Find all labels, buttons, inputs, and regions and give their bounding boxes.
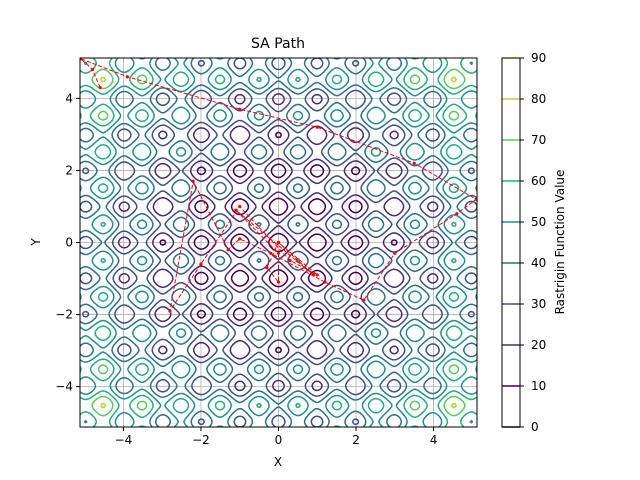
sa-path-point (238, 107, 242, 111)
sa-path-line (80, 58, 477, 312)
y-tick-label: 2 (65, 163, 73, 177)
sa-path (80, 58, 477, 313)
x-tick-label: 2 (352, 433, 360, 447)
contour-level-20 (117, 93, 440, 392)
colorbar-fill (502, 58, 520, 427)
sa-path-point (362, 298, 366, 302)
sa-path-point (238, 237, 242, 241)
colorbar-tick-label: 10 (531, 379, 546, 393)
sa-path-point (226, 248, 230, 252)
colorbar-ticks: 0 10 20 30 40 50 60 70 80 90 (520, 51, 546, 434)
colorbar: 0 10 20 30 40 50 60 70 80 90 Rastrigin Function V… (501, 51, 567, 434)
colorbar-label: Rastrigin Function Value (553, 170, 567, 315)
contour-lines (80, 58, 477, 427)
contour-level-60 (80, 58, 477, 427)
y-tick-label: 0 (65, 236, 73, 250)
sa-path-point (412, 161, 416, 165)
sa-path-point (265, 266, 269, 270)
colorbar-frame (501, 57, 521, 428)
y-axis: −4 −2 0 2 4 (55, 91, 80, 394)
contour-level-80 (100, 76, 457, 409)
sa-path-point (125, 75, 129, 79)
sa-path-point (191, 179, 195, 183)
contour-level-70 (91, 68, 466, 417)
colorbar-tick-label: 30 (531, 297, 546, 311)
sa-path-point (315, 273, 319, 277)
sa-path-point (276, 240, 281, 245)
colorbar-tick-label: 50 (531, 215, 546, 229)
sa-path-point (90, 67, 95, 72)
y-tick-label: −4 (55, 380, 73, 394)
sa-path-point (269, 251, 273, 255)
sa-path-point (80, 58, 83, 61)
sa-path-point (393, 251, 397, 255)
sa-path-point (288, 258, 292, 263)
colorbar-tick-label: 60 (531, 174, 546, 188)
sa-path-point (323, 280, 327, 284)
sa-path-point (455, 212, 459, 216)
x-tick-label: −2 (192, 433, 210, 447)
colorbar-tick-label: 40 (531, 256, 546, 270)
x-tick-label: −4 (115, 433, 133, 447)
sa-path-point (238, 204, 242, 209)
sa-path-point (276, 251, 281, 255)
sa-path-point (234, 208, 238, 212)
y-tick-label: 4 (65, 91, 73, 105)
colorbar-tick-label: 20 (531, 338, 546, 352)
sa-path-point (98, 85, 102, 90)
sa-path-point (311, 273, 315, 277)
y-axis-label: Y (29, 238, 43, 247)
chart-title: SA Path (251, 36, 305, 52)
x-tick-label: 4 (430, 433, 438, 447)
x-axis: −4 −2 0 2 4 (115, 427, 438, 447)
colorbar-tick-label: 0 (531, 420, 539, 434)
sa-path-point (315, 125, 319, 129)
colorbar-tick-label: 70 (531, 133, 546, 147)
y-tick-label: −2 (55, 308, 73, 322)
colorbar-tick-label: 90 (531, 51, 546, 65)
x-tick-label: 0 (275, 433, 283, 447)
sa-path-point (276, 280, 281, 284)
x-axis-label: X (274, 455, 282, 469)
contour-level-50 (80, 58, 477, 427)
sa-path-point (168, 309, 172, 313)
sa-path-point (474, 197, 477, 201)
sa-path-point (199, 262, 203, 266)
contour-level-10 (159, 131, 398, 354)
colorbar-tick-label: 80 (531, 92, 546, 106)
contour-level-40 (80, 58, 477, 427)
contour-level-30 (80, 58, 477, 427)
